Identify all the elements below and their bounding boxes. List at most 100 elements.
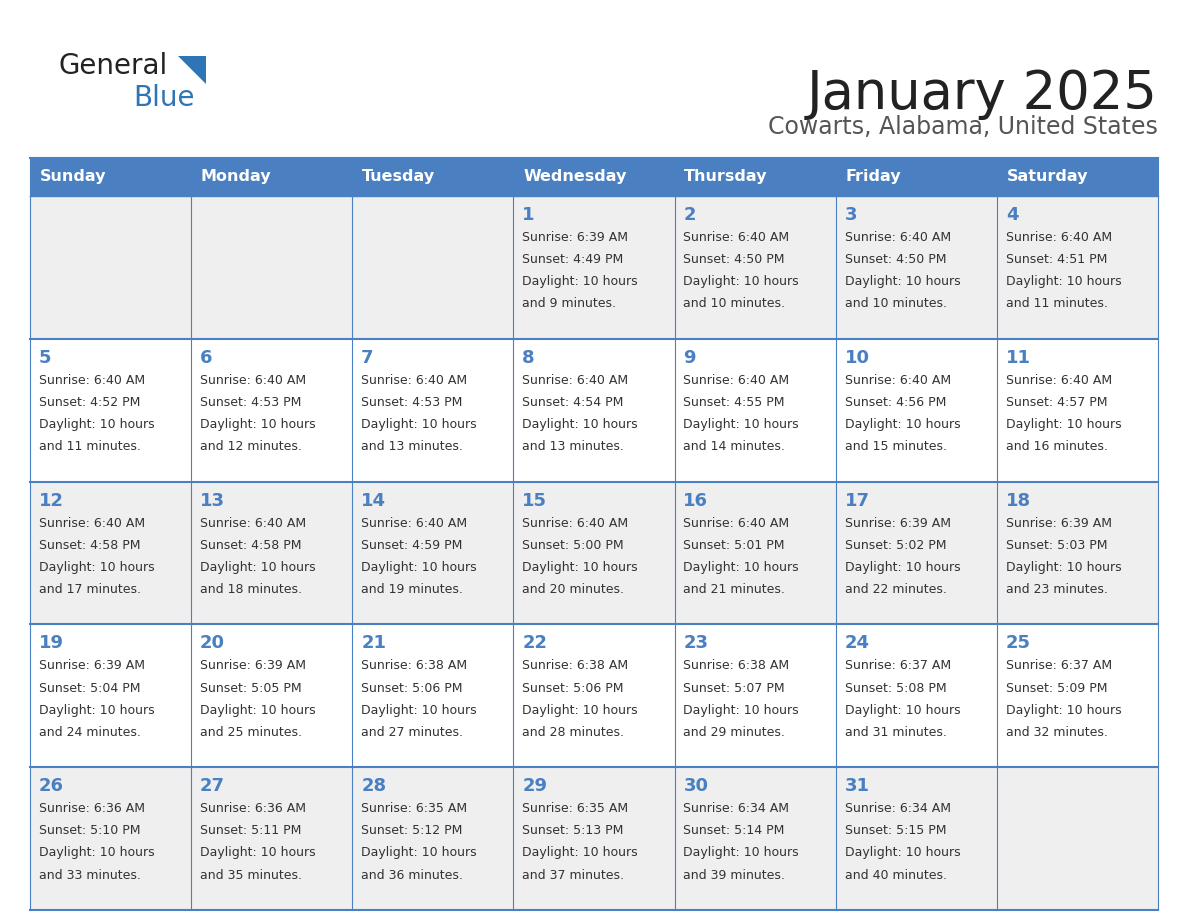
Text: Sunrise: 6:39 AM: Sunrise: 6:39 AM — [200, 659, 307, 672]
Text: 17: 17 — [845, 492, 870, 509]
Text: Daylight: 10 hours: Daylight: 10 hours — [683, 275, 800, 288]
Text: Sunset: 5:05 PM: Sunset: 5:05 PM — [200, 681, 302, 695]
Text: 31: 31 — [845, 778, 870, 795]
Text: Sunset: 4:51 PM: Sunset: 4:51 PM — [1006, 253, 1107, 266]
Bar — [191, 767, 353, 910]
Text: Daylight: 10 hours: Daylight: 10 hours — [845, 418, 960, 431]
Text: Sunday: Sunday — [39, 170, 106, 185]
Text: Friday: Friday — [846, 170, 901, 185]
Text: and 10 minutes.: and 10 minutes. — [683, 297, 785, 310]
Text: Sunrise: 6:40 AM: Sunrise: 6:40 AM — [200, 374, 307, 386]
Bar — [513, 196, 675, 339]
Text: Daylight: 10 hours: Daylight: 10 hours — [200, 418, 316, 431]
Text: Saturday: Saturday — [1006, 170, 1088, 185]
Text: Daylight: 10 hours: Daylight: 10 hours — [39, 561, 154, 574]
Text: and 27 minutes.: and 27 minutes. — [361, 726, 463, 739]
Bar — [835, 482, 997, 624]
Text: Daylight: 10 hours: Daylight: 10 hours — [845, 846, 960, 859]
Text: Daylight: 10 hours: Daylight: 10 hours — [1006, 704, 1121, 717]
Text: Sunrise: 6:40 AM: Sunrise: 6:40 AM — [361, 374, 467, 386]
Text: Sunrise: 6:34 AM: Sunrise: 6:34 AM — [683, 802, 790, 815]
Bar — [997, 767, 1158, 910]
Text: 26: 26 — [39, 778, 64, 795]
Text: Sunrise: 6:40 AM: Sunrise: 6:40 AM — [361, 517, 467, 530]
Text: Sunset: 5:09 PM: Sunset: 5:09 PM — [1006, 681, 1107, 695]
Text: Sunset: 4:50 PM: Sunset: 4:50 PM — [683, 253, 785, 266]
Text: and 25 minutes.: and 25 minutes. — [200, 726, 302, 739]
Text: Sunrise: 6:39 AM: Sunrise: 6:39 AM — [1006, 517, 1112, 530]
Bar — [30, 158, 191, 196]
Text: Sunrise: 6:40 AM: Sunrise: 6:40 AM — [683, 231, 790, 244]
Text: 5: 5 — [39, 349, 51, 367]
Text: Daylight: 10 hours: Daylight: 10 hours — [361, 704, 476, 717]
Text: Sunrise: 6:40 AM: Sunrise: 6:40 AM — [200, 517, 307, 530]
Text: Sunrise: 6:40 AM: Sunrise: 6:40 AM — [39, 517, 145, 530]
Text: Daylight: 10 hours: Daylight: 10 hours — [361, 846, 476, 859]
Bar — [835, 767, 997, 910]
Text: 9: 9 — [683, 349, 696, 367]
Text: Sunset: 5:13 PM: Sunset: 5:13 PM — [523, 824, 624, 837]
Text: Sunrise: 6:39 AM: Sunrise: 6:39 AM — [523, 231, 628, 244]
Text: and 11 minutes.: and 11 minutes. — [1006, 297, 1107, 310]
Text: 24: 24 — [845, 634, 870, 653]
Text: Daylight: 10 hours: Daylight: 10 hours — [39, 704, 154, 717]
Text: Daylight: 10 hours: Daylight: 10 hours — [523, 704, 638, 717]
Bar — [30, 767, 191, 910]
Text: Daylight: 10 hours: Daylight: 10 hours — [361, 561, 476, 574]
Text: Sunset: 4:54 PM: Sunset: 4:54 PM — [523, 396, 624, 409]
Text: Daylight: 10 hours: Daylight: 10 hours — [845, 275, 960, 288]
Text: Daylight: 10 hours: Daylight: 10 hours — [200, 561, 316, 574]
Text: January 2025: January 2025 — [807, 68, 1158, 120]
Bar — [353, 196, 513, 339]
Text: Sunset: 5:00 PM: Sunset: 5:00 PM — [523, 539, 624, 552]
Text: Sunset: 5:10 PM: Sunset: 5:10 PM — [39, 824, 140, 837]
Bar — [675, 158, 835, 196]
Text: and 20 minutes.: and 20 minutes. — [523, 583, 624, 596]
Bar — [30, 339, 191, 482]
Text: and 17 minutes.: and 17 minutes. — [39, 583, 141, 596]
Text: 8: 8 — [523, 349, 535, 367]
Text: and 13 minutes.: and 13 minutes. — [523, 441, 624, 453]
Text: Sunrise: 6:38 AM: Sunrise: 6:38 AM — [361, 659, 467, 672]
Text: Sunrise: 6:34 AM: Sunrise: 6:34 AM — [845, 802, 950, 815]
Text: Daylight: 10 hours: Daylight: 10 hours — [523, 418, 638, 431]
Text: Sunset: 4:53 PM: Sunset: 4:53 PM — [361, 396, 462, 409]
Text: Sunset: 5:03 PM: Sunset: 5:03 PM — [1006, 539, 1107, 552]
Bar — [513, 158, 675, 196]
Text: and 14 minutes.: and 14 minutes. — [683, 441, 785, 453]
Text: and 23 minutes.: and 23 minutes. — [1006, 583, 1107, 596]
Text: Sunrise: 6:40 AM: Sunrise: 6:40 AM — [683, 517, 790, 530]
Text: Daylight: 10 hours: Daylight: 10 hours — [683, 561, 800, 574]
Text: and 36 minutes.: and 36 minutes. — [361, 868, 463, 881]
Text: Sunset: 5:06 PM: Sunset: 5:06 PM — [361, 681, 462, 695]
Text: and 10 minutes.: and 10 minutes. — [845, 297, 947, 310]
Text: and 32 minutes.: and 32 minutes. — [1006, 726, 1107, 739]
Text: Sunrise: 6:38 AM: Sunrise: 6:38 AM — [523, 659, 628, 672]
Text: Sunrise: 6:40 AM: Sunrise: 6:40 AM — [39, 374, 145, 386]
Text: Daylight: 10 hours: Daylight: 10 hours — [361, 418, 476, 431]
Text: 1: 1 — [523, 206, 535, 224]
Text: Sunrise: 6:35 AM: Sunrise: 6:35 AM — [523, 802, 628, 815]
Text: 21: 21 — [361, 634, 386, 653]
Text: Sunset: 4:55 PM: Sunset: 4:55 PM — [683, 396, 785, 409]
Text: General: General — [58, 52, 168, 80]
Bar — [675, 196, 835, 339]
Bar — [30, 624, 191, 767]
Text: Daylight: 10 hours: Daylight: 10 hours — [845, 561, 960, 574]
Text: Daylight: 10 hours: Daylight: 10 hours — [1006, 418, 1121, 431]
Bar — [353, 624, 513, 767]
Bar — [191, 196, 353, 339]
Text: Sunrise: 6:36 AM: Sunrise: 6:36 AM — [39, 802, 145, 815]
Text: and 9 minutes.: and 9 minutes. — [523, 297, 617, 310]
Text: Sunrise: 6:40 AM: Sunrise: 6:40 AM — [1006, 231, 1112, 244]
Text: Sunset: 4:59 PM: Sunset: 4:59 PM — [361, 539, 462, 552]
Text: and 35 minutes.: and 35 minutes. — [200, 868, 302, 881]
Text: Sunset: 4:58 PM: Sunset: 4:58 PM — [39, 539, 140, 552]
Text: 12: 12 — [39, 492, 64, 509]
Text: Sunrise: 6:36 AM: Sunrise: 6:36 AM — [200, 802, 307, 815]
Text: Sunset: 5:04 PM: Sunset: 5:04 PM — [39, 681, 140, 695]
Text: and 29 minutes.: and 29 minutes. — [683, 726, 785, 739]
Text: 23: 23 — [683, 634, 708, 653]
Text: Sunset: 4:50 PM: Sunset: 4:50 PM — [845, 253, 946, 266]
Text: Sunset: 4:52 PM: Sunset: 4:52 PM — [39, 396, 140, 409]
